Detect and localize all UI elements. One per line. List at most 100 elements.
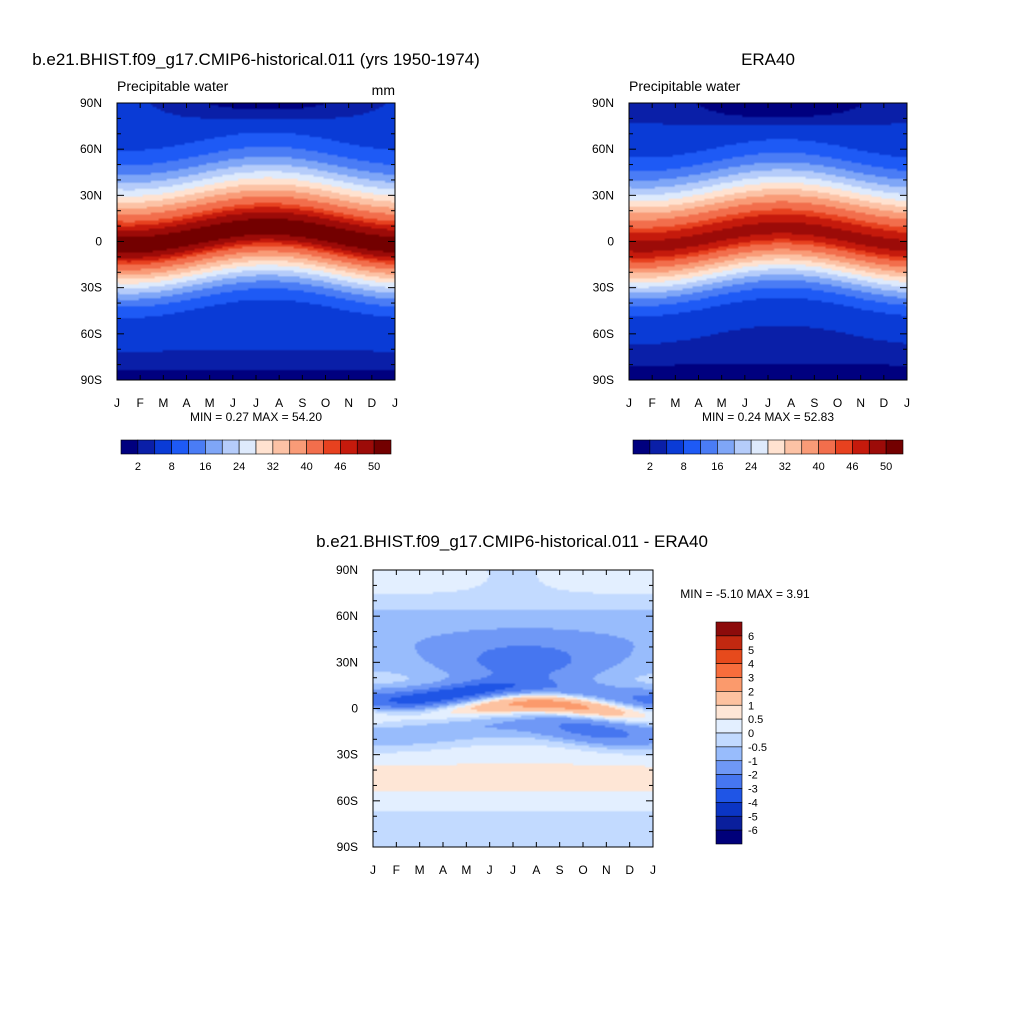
colorbar-swatch — [715, 621, 743, 637]
x-tick-label: F — [136, 396, 143, 410]
colorbar-swatch — [715, 815, 743, 831]
colorbar-swatch — [137, 439, 156, 455]
colorbar-label: -3 — [748, 784, 758, 796]
x-tick-label: J — [370, 863, 376, 877]
y-tick-label: 60S — [81, 327, 102, 341]
colorbar-label: 16 — [711, 461, 723, 473]
x-tick-label: J — [510, 863, 516, 877]
colorbar-swatch — [715, 802, 743, 817]
colorbar-label: 8 — [681, 461, 687, 473]
colorbar-swatch — [733, 439, 752, 455]
field-image — [373, 570, 653, 847]
colorbar-swatch — [715, 635, 743, 651]
colorbar-label: 50 — [368, 461, 380, 473]
colorbar-label: 2 — [135, 461, 141, 473]
colorbar-swatch — [715, 760, 743, 775]
x-tick-label: M — [461, 863, 471, 877]
colorbar-label: 2 — [647, 461, 653, 473]
colorbar-swatch — [649, 439, 668, 455]
panel-difference-colorbar: 6 5 4 32 1 0.5 0 -0.5 -1 -2 -3-4 -5 -6 — [715, 621, 767, 845]
y-tick-label: 90N — [336, 563, 358, 577]
panel-model-title: b.e21.BHIST.f09_g17.CMIP6-historical.011… — [32, 50, 480, 69]
x-tick-label: J — [904, 396, 910, 410]
colorbar-label: 2 — [748, 686, 754, 698]
colorbar-label: 3 — [748, 673, 754, 685]
colorbar-label: 5 — [748, 645, 754, 657]
colorbar-swatch — [784, 439, 803, 455]
x-tick-label: M — [717, 396, 727, 410]
colorbar-label: 50 — [880, 461, 892, 473]
x-tick-label: F — [648, 396, 655, 410]
x-tick-label: A — [787, 396, 795, 410]
panel-difference-title: b.e21.BHIST.f09_g17.CMIP6-historical.011… — [316, 532, 708, 551]
x-tick-label: D — [625, 863, 634, 877]
colorbar-swatch — [715, 677, 743, 692]
colorbar-label: 16 — [199, 461, 211, 473]
colorbar-label: 46 — [334, 461, 346, 473]
x-tick-label: N — [856, 396, 865, 410]
colorbar-swatch — [171, 439, 189, 455]
colorbar-swatch — [289, 439, 307, 455]
x-tick-label: M — [670, 396, 680, 410]
colorbar-label: -5 — [748, 811, 758, 823]
colorbar-swatch — [221, 439, 240, 455]
x-tick-label: D — [879, 396, 888, 410]
y-tick-label: 60S — [593, 327, 614, 341]
x-tick-label: D — [367, 396, 376, 410]
y-tick-label: 90N — [80, 96, 102, 110]
panel-difference-stats: MIN = -5.10 MAX = 3.91 — [680, 587, 810, 601]
x-tick-label: O — [321, 396, 330, 410]
colorbar-label: -0.5 — [748, 742, 767, 754]
colorbar-swatch — [154, 439, 172, 455]
colorbar-swatch — [205, 439, 223, 455]
x-tick-label: J — [487, 863, 493, 877]
panel-era40-stats: MIN = 0.24 MAX = 52.83 — [702, 410, 834, 424]
x-tick-label: A — [182, 396, 190, 410]
x-tick-label: J — [765, 396, 771, 410]
x-tick-label: F — [393, 863, 400, 877]
colorbar-swatch — [683, 439, 701, 455]
colorbar-swatch — [715, 746, 743, 762]
colorbar-swatch — [818, 439, 836, 455]
y-tick-label: 0 — [351, 702, 358, 716]
colorbar-swatch — [715, 774, 743, 789]
y-tick-label: 90S — [593, 373, 614, 387]
y-tick-label: 30S — [593, 281, 614, 295]
x-tick-label: M — [158, 396, 168, 410]
colorbar-swatch — [868, 439, 887, 455]
x-tick-label: N — [602, 863, 611, 877]
x-tick-label: J — [626, 396, 632, 410]
colorbar-swatch — [238, 439, 257, 455]
x-tick-label: M — [415, 863, 425, 877]
colorbar-swatch — [323, 439, 341, 455]
colorbar-swatch — [767, 439, 786, 455]
colorbar-swatch — [715, 649, 743, 664]
colorbar-swatch — [715, 718, 743, 734]
y-tick-label: 0 — [607, 235, 614, 249]
colorbar-swatch — [715, 829, 743, 845]
x-tick-label: J — [253, 396, 259, 410]
colorbar-swatch — [188, 439, 206, 455]
y-tick-label: 30N — [336, 655, 358, 669]
colorbar-label: -1 — [748, 756, 758, 768]
y-tick-label: 60N — [336, 609, 358, 623]
colorbar-swatch — [717, 439, 735, 455]
panel-difference: b.e21.BHIST.f09_g17.CMIP6-historical.011… — [316, 532, 810, 877]
x-tick-label: S — [298, 396, 306, 410]
x-tick-label: O — [833, 396, 842, 410]
colorbar-label: 4 — [748, 659, 754, 671]
colorbar-label: 0.5 — [748, 714, 763, 726]
colorbar-swatch — [120, 439, 139, 455]
colorbar-swatch — [801, 439, 819, 455]
x-tick-label: O — [578, 863, 587, 877]
colorbar-swatch — [885, 439, 904, 455]
colorbar-swatch — [700, 439, 718, 455]
colorbar-label: 1 — [748, 700, 754, 712]
y-tick-label: 30N — [592, 188, 614, 202]
x-tick-label: A — [439, 863, 447, 877]
colorbar-swatch — [715, 663, 743, 678]
x-tick-label: J — [230, 396, 236, 410]
